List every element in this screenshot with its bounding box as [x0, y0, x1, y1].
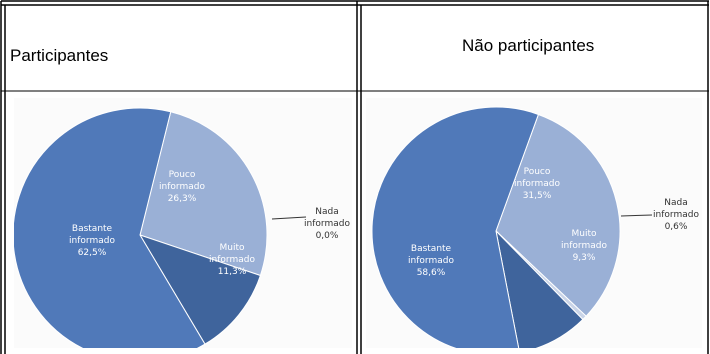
pie-slice-pouco: [139, 111, 268, 277]
slice-label-nada: Nada informado 0,6%: [653, 198, 699, 232]
header-participantes: Participantes: [10, 46, 109, 65]
leader-line: [620, 214, 653, 217]
pie-svg-nao-participantes: Pouco informado 31,5% Nada informado 0,6% Muit…: [371, 106, 699, 348]
slice-label-pouco: Pouco informado 31,5%: [514, 167, 560, 201]
pie-slice-muito: [495, 229, 584, 348]
slice-label-muito: Muito informado 11,3%: [209, 243, 255, 277]
pie-slice-bastante: [14, 107, 206, 348]
slice-label-bastante: Bastante informado 58,6%: [408, 244, 454, 278]
pie-slice-muito: [138, 234, 262, 345]
chart-nao-participantes: Pouco informado 31,5% Nada informado 0,6% Muit…: [366, 98, 702, 348]
slice-label-pouco: Pouco informado 26,3%: [159, 170, 205, 204]
leader-line: [271, 216, 307, 220]
pie-svg-participantes: Pouco informado 26,3% Nada informado 0,0% Muit…: [14, 107, 350, 348]
pie-slice-pouco: [495, 113, 621, 317]
pie-slice-bastante: [371, 106, 540, 348]
slice-label-nada: Nada informado 0,0%: [304, 207, 350, 241]
header-nao-participantes: Não participantes: [462, 36, 595, 55]
slice-label-bastante: Bastante informado 62,5%: [69, 224, 115, 258]
slice-label-muito: Muito informado 9,3%: [561, 229, 607, 263]
chart-participantes: Pouco informado 26,3% Nada informado 0,0% Muit…: [14, 98, 352, 348]
